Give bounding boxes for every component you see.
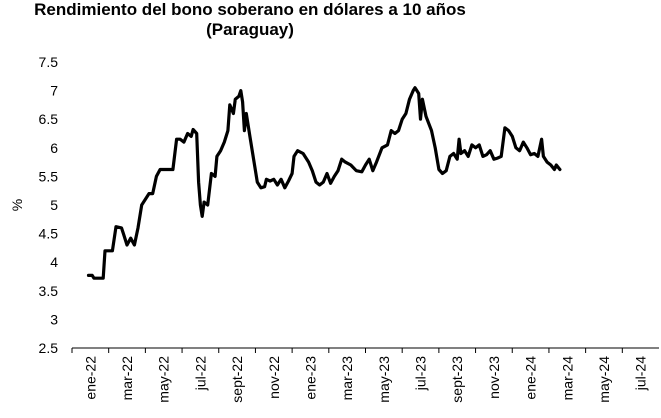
x-tick-label: nov-22 (266, 356, 282, 399)
x-tick-label: jul-23 (413, 356, 429, 391)
x-tick-label: ene-22 (82, 356, 98, 400)
y-tick-label: 7 (50, 83, 58, 99)
series-group (86, 86, 562, 280)
x-tick-label: may-23 (376, 356, 392, 403)
y-tick-label: 4.5 (39, 226, 59, 242)
x-tick-label: sept-23 (449, 356, 465, 403)
y-tick-label: 6.5 (39, 111, 59, 127)
y-tick-label: 3.5 (39, 283, 59, 299)
chart-subtitle-line: (Paraguay) (206, 20, 294, 39)
x-tick-label: jul-24 (633, 356, 649, 391)
series-line (86, 86, 562, 280)
x-axis-ticks: ene-22 mar-22 may-22 jul-22 sept-22 nov-22 ene… (71, 348, 649, 403)
x-tick-label: ene-23 (302, 356, 318, 400)
x-tick-label: jul-22 (192, 356, 208, 391)
y-axis-label: % (9, 199, 25, 211)
y-tick-label: 2.5 (39, 340, 59, 356)
y-axis-ticks: 2.5 3 3.5 4 4.5 5 5.5 6 6.5 7 7.5 (39, 54, 59, 356)
chart-title: Rendimiento del bono soberano en dólares… (0, 0, 500, 40)
x-tick-label: may-22 (156, 356, 172, 403)
y-tick-label: 5 (50, 197, 58, 213)
x-tick-label: mar-22 (119, 356, 135, 401)
x-tick-label: nov-23 (486, 356, 502, 399)
x-tick-label: ene-24 (523, 356, 539, 400)
x-tick-label: may-24 (596, 356, 612, 403)
y-tick-label: 5.5 (39, 168, 59, 184)
x-tick-label: mar-23 (339, 356, 355, 401)
chart-title-line: Rendimiento del bono soberano en dólares… (34, 0, 466, 19)
y-tick-label: 6 (50, 140, 58, 156)
y-tick-label: 3 (50, 311, 58, 327)
x-tick-label: mar-24 (559, 356, 575, 401)
y-tick-label: 7.5 (39, 54, 59, 70)
x-tick-label: sept-22 (229, 356, 245, 403)
y-tick-label: 4 (50, 254, 58, 270)
